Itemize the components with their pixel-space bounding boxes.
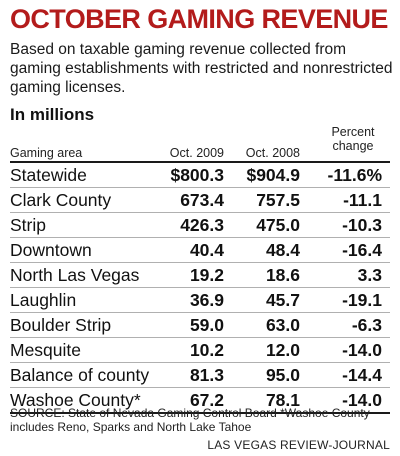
row-percent-change-value: -10.3 bbox=[342, 215, 382, 235]
row-oct-2009-value: 40.4 bbox=[189, 240, 224, 260]
column-header-area: Gaming area bbox=[10, 146, 83, 160]
row-oct-2009-value: 67.2 bbox=[189, 390, 224, 410]
row-percent-change-value: -14.0 bbox=[342, 340, 382, 360]
column-header-oct-2009: Oct. 2009 bbox=[169, 146, 224, 160]
row-oct-2009-value: 10.2 bbox=[189, 340, 224, 360]
row-area-label: Balance of county bbox=[10, 365, 150, 385]
row-oct-2009-value: 81.3 bbox=[189, 365, 224, 385]
row-oct-2008-value: 18.6 bbox=[265, 265, 300, 285]
column-header-oct-2008: Oct. 2008 bbox=[245, 146, 300, 160]
units-label: In millions bbox=[10, 105, 95, 124]
table-row: Mesquite 10.2 12.0 -14.0 bbox=[10, 338, 390, 363]
row-oct-2008-value: 95.0 bbox=[265, 365, 300, 385]
row-oct-2008-value: 48.4 bbox=[265, 240, 300, 260]
chart-title: OCTOBER GAMING REVENUE bbox=[10, 4, 388, 34]
table-row: Clark County 673.4 757.5 -11.1 bbox=[10, 188, 390, 213]
row-percent-change-value: 3.3 bbox=[357, 265, 382, 285]
row-oct-2009-value: 59.0 bbox=[189, 315, 224, 335]
row-percent-change-value: -14.4 bbox=[342, 365, 382, 385]
row-oct-2008-value: 475.0 bbox=[256, 215, 300, 235]
publication-credit: LAS VEGAS REVIEW-JOURNAL bbox=[207, 438, 390, 452]
row-oct-2008-value: 78.1 bbox=[265, 390, 300, 410]
row-oct-2008-value: 45.7 bbox=[265, 290, 300, 310]
table-row: Downtown 40.4 48.4 -16.4 bbox=[10, 238, 390, 263]
row-oct-2009-value: 426.3 bbox=[180, 215, 224, 235]
table-row: Washoe County* 67.2 78.1 -14.0 bbox=[10, 388, 390, 414]
table-row: Laughlin 36.9 45.7 -19.1 bbox=[10, 288, 390, 313]
row-oct-2009-value: 36.9 bbox=[189, 290, 224, 310]
row-percent-change-value: -16.4 bbox=[342, 240, 382, 260]
row-area-label: Strip bbox=[10, 215, 46, 235]
row-area-label: Clark County bbox=[10, 190, 112, 210]
row-oct-2009-value: $800.3 bbox=[170, 165, 224, 185]
row-oct-2008-value: $904.9 bbox=[246, 165, 300, 185]
table-row: Boulder Strip 59.0 63.0 -6.3 bbox=[10, 313, 390, 338]
row-oct-2009-value: 19.2 bbox=[189, 265, 224, 285]
table-row: Statewide $800.3 $904.9 -11.6% bbox=[10, 163, 390, 188]
row-percent-change-value: -11.1 bbox=[343, 190, 382, 210]
table-row: Balance of county 81.3 95.0 -14.4 bbox=[10, 363, 390, 388]
row-oct-2008-value: 757.5 bbox=[256, 190, 300, 210]
data-table: Statewide $800.3 $904.9 -11.6% Clark County 6… bbox=[10, 161, 390, 414]
row-oct-2008-value: 12.0 bbox=[265, 340, 300, 360]
column-header-percent-change: Percent change bbox=[331, 125, 375, 153]
row-area-label: Laughlin bbox=[10, 290, 77, 310]
row-area-label: Mesquite bbox=[10, 340, 82, 360]
row-percent-change-value: -19.1 bbox=[342, 290, 382, 310]
row-area-label: Downtown bbox=[10, 240, 92, 260]
row-oct-2008-value: 63.0 bbox=[265, 315, 300, 335]
row-percent-change-value: -14.0 bbox=[342, 390, 382, 410]
row-area-label: Washoe County* bbox=[10, 390, 141, 410]
row-area-label: North Las Vegas bbox=[10, 265, 140, 285]
source-note: SOURCE: State of Nevada Gaming Control B… bbox=[10, 406, 370, 434]
table-row: North Las Vegas 19.2 18.6 3.3 bbox=[10, 263, 390, 288]
row-area-label: Boulder Strip bbox=[10, 315, 112, 335]
chart-subtitle: Based on taxable gaming revenue collecte… bbox=[10, 41, 393, 96]
table-row: Strip 426.3 475.0 -10.3 bbox=[10, 213, 390, 238]
row-oct-2009-value: 673.4 bbox=[180, 190, 224, 210]
row-area-label: Statewide bbox=[10, 165, 87, 185]
row-percent-change-value: -11.6% bbox=[327, 165, 382, 185]
row-percent-change-value: -6.3 bbox=[351, 315, 382, 335]
